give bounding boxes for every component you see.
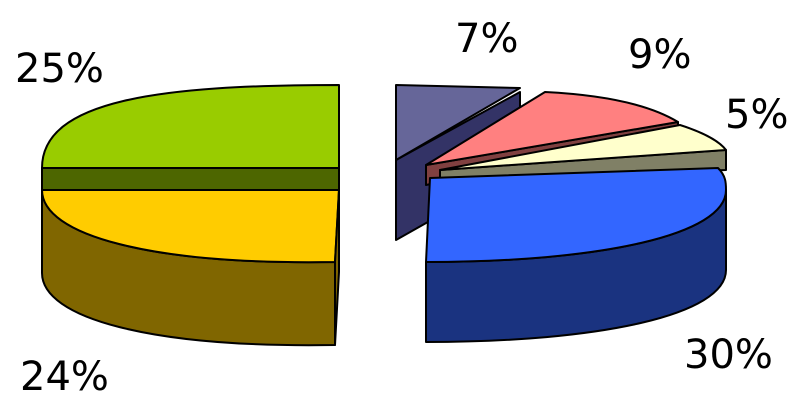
slice-25-side [41, 167, 340, 191]
data-label-5: 5% [725, 92, 788, 138]
slice-24-top [41, 189, 340, 264]
data-label-24: 24% [20, 354, 109, 397]
data-label-30: 30% [684, 332, 773, 378]
slice-5-top [439, 124, 727, 171]
data-label-25: 25% [15, 46, 104, 92]
slice-7-top [395, 84, 521, 161]
slice-25-top [41, 84, 340, 169]
left-pie-group [41, 84, 340, 347]
slice-30-top [425, 167, 727, 263]
data-label-7: 7% [455, 16, 518, 62]
right-pie-group [395, 84, 727, 343]
slice-24-inner-wall [334, 189, 340, 346]
slice-9-top [425, 91, 679, 166]
data-label-9: 9% [628, 32, 691, 78]
